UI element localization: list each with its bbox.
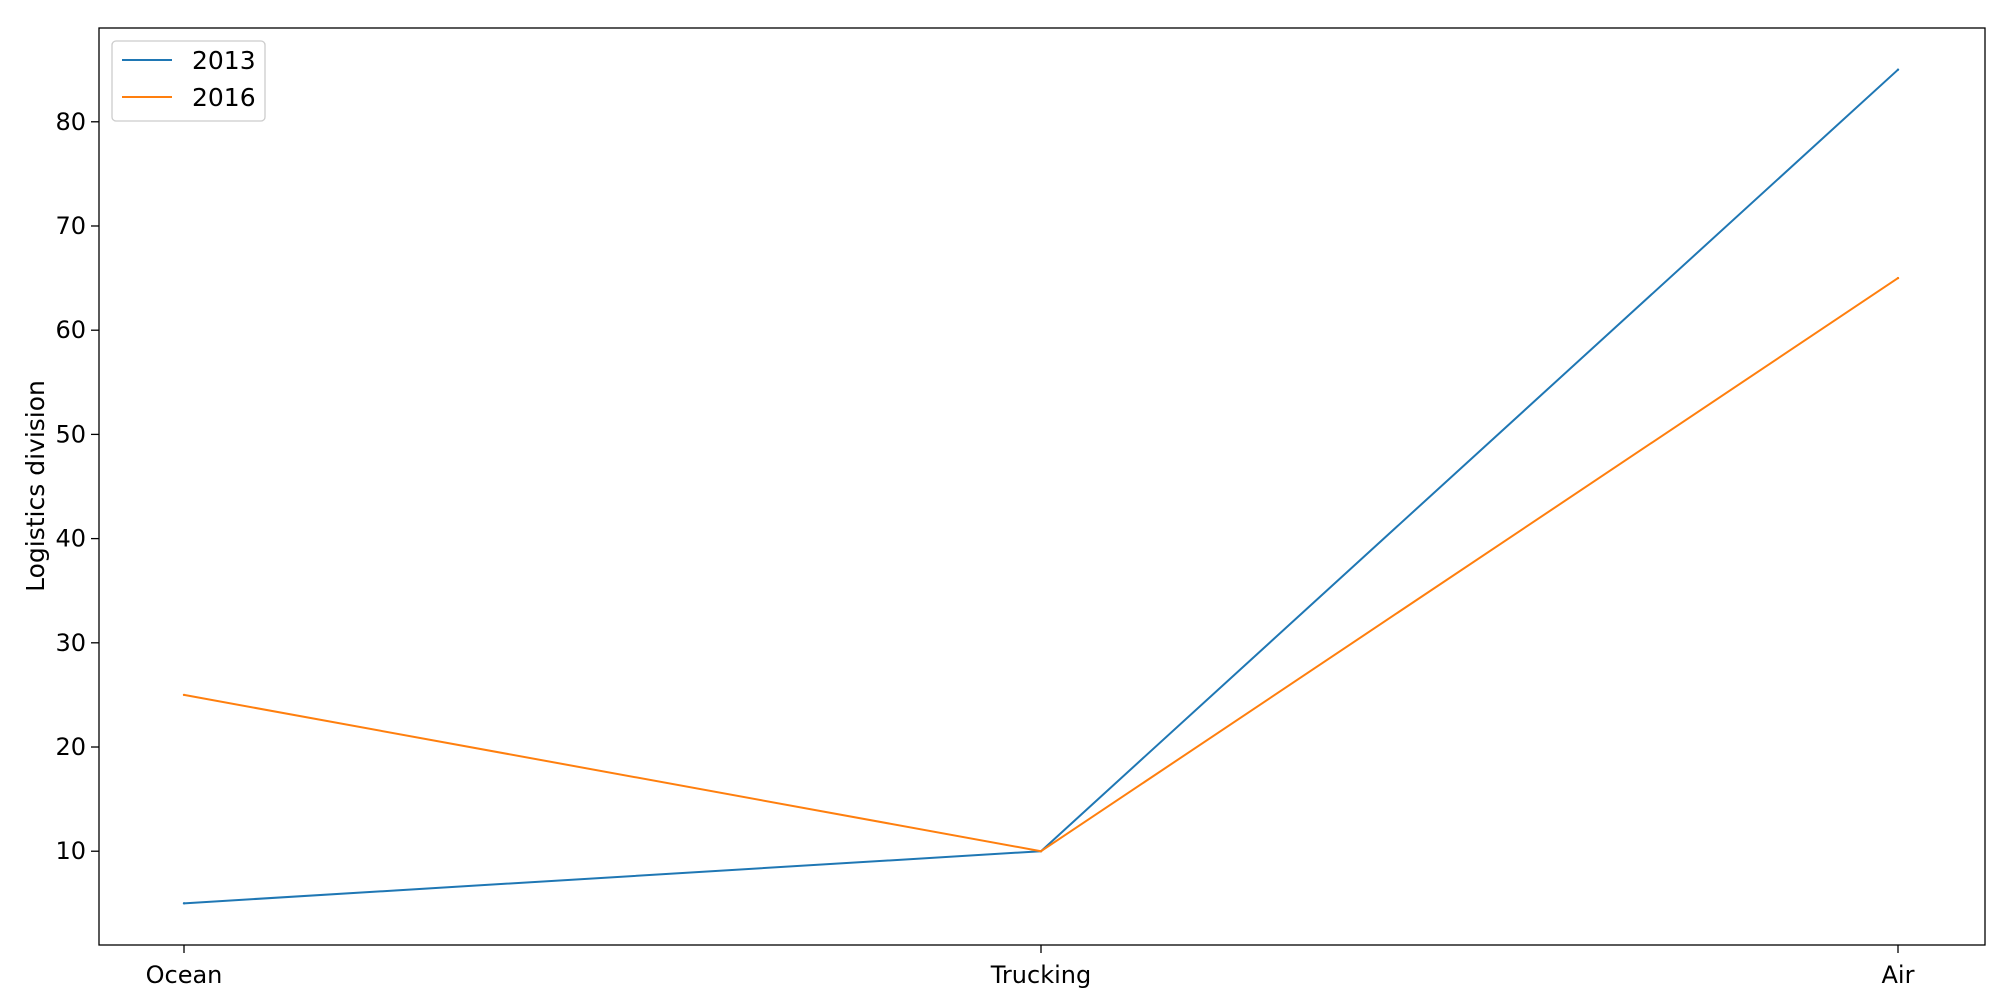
- y-axis-label: Logistics division: [21, 380, 50, 592]
- legend: 2013 2016: [111, 40, 266, 122]
- x-tick-label: Air: [1882, 961, 1915, 989]
- y-axis: 10 20 30 40 50 60 70 80: [55, 108, 99, 865]
- data-point-2013-Air: [1896, 68, 1900, 71]
- legend-label: 2013: [192, 46, 256, 75]
- data-point-2016-Air: [1896, 276, 1900, 280]
- y-tick-label: 40: [55, 525, 86, 553]
- y-tick-label: 80: [55, 108, 86, 136]
- y-tick-label: 70: [55, 212, 86, 240]
- y-tick-label: 20: [55, 733, 86, 761]
- y-tick-label: 30: [55, 629, 86, 657]
- legend-label: 2016: [192, 83, 256, 112]
- data-point-2016-Ocean: [182, 693, 186, 697]
- y-tick-label: 50: [55, 420, 86, 448]
- series-layer: [182, 68, 1900, 905]
- plot-area: [98, 27, 1986, 946]
- y-tick-label: 10: [55, 837, 86, 865]
- data-point-2013-Ocean: [182, 902, 186, 905]
- x-axis: Ocean Trucking Air: [146, 945, 1915, 989]
- x-tick-label: Ocean: [146, 961, 223, 989]
- x-tick-label: Trucking: [990, 961, 1091, 989]
- y-tick-label: 60: [55, 316, 86, 344]
- data-point-2016-Trucking: [1039, 850, 1043, 853]
